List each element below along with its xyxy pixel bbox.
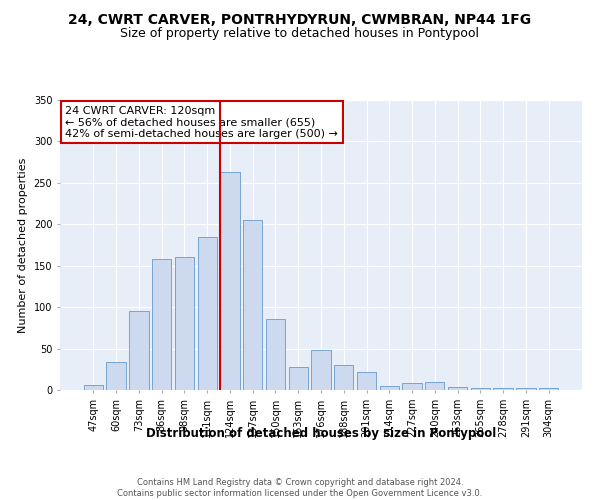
Bar bbox=[403, 382, 422, 390]
Bar bbox=[220, 172, 239, 390]
Text: 24, CWRT CARVER, PONTRHYDYRUN, CWMBRAN, NP44 1FG: 24, CWRT CARVER, PONTRHYDYRUN, CWMBRAN, … bbox=[68, 12, 532, 26]
Y-axis label: Number of detached properties: Number of detached properties bbox=[18, 158, 28, 332]
Bar bbox=[289, 367, 308, 390]
Bar bbox=[84, 385, 103, 390]
Bar bbox=[266, 318, 285, 390]
Bar bbox=[493, 388, 513, 390]
Bar bbox=[425, 382, 445, 390]
Bar bbox=[357, 372, 376, 390]
Bar bbox=[448, 386, 467, 390]
Bar bbox=[243, 220, 262, 390]
Bar bbox=[175, 258, 194, 390]
Text: Contains HM Land Registry data © Crown copyright and database right 2024.
Contai: Contains HM Land Registry data © Crown c… bbox=[118, 478, 482, 498]
Bar bbox=[197, 236, 217, 390]
Bar bbox=[106, 362, 126, 390]
Bar bbox=[334, 365, 353, 390]
Bar bbox=[152, 259, 172, 390]
Bar bbox=[380, 386, 399, 390]
Bar bbox=[129, 312, 149, 390]
Text: 24 CWRT CARVER: 120sqm
← 56% of detached houses are smaller (655)
42% of semi-de: 24 CWRT CARVER: 120sqm ← 56% of detached… bbox=[65, 106, 338, 139]
Text: Size of property relative to detached houses in Pontypool: Size of property relative to detached ho… bbox=[121, 28, 479, 40]
Bar bbox=[539, 388, 558, 390]
Bar bbox=[311, 350, 331, 390]
Bar bbox=[470, 388, 490, 390]
Bar bbox=[516, 388, 536, 390]
Text: Distribution of detached houses by size in Pontypool: Distribution of detached houses by size … bbox=[146, 428, 496, 440]
